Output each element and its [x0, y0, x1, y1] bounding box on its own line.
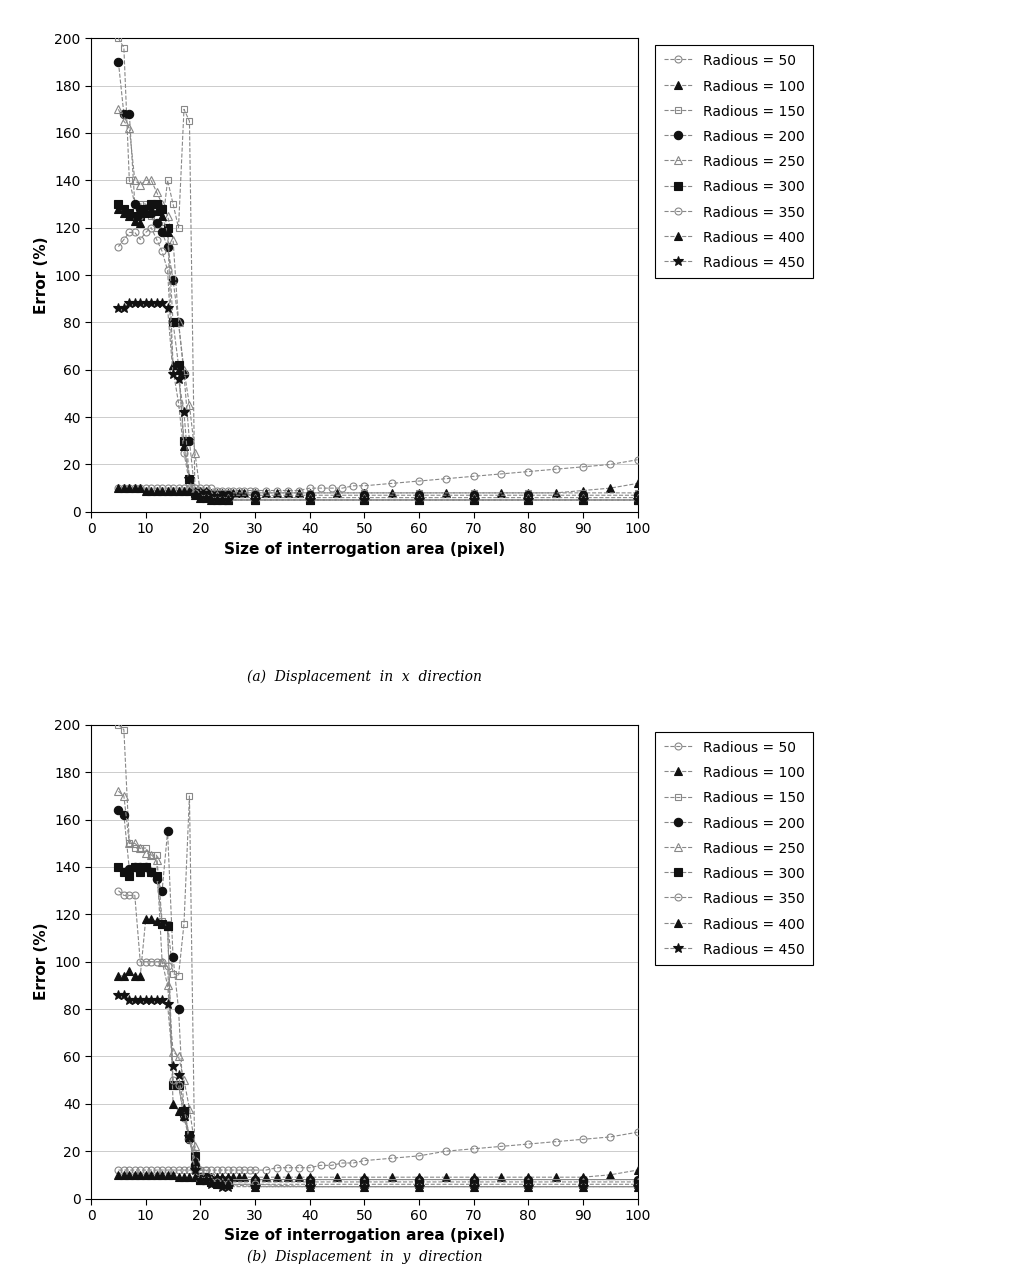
Legend: Radious = 50, Radious = 100, Radious = 150, Radious = 200, Radious = 250, Radiou: Radious = 50, Radious = 100, Radious = 1…	[655, 732, 812, 965]
Legend: Radious = 50, Radious = 100, Radious = 150, Radious = 200, Radious = 250, Radiou: Radious = 50, Radious = 100, Radious = 1…	[655, 45, 812, 278]
Text: (a)  Displacement  in  x  direction: (a) Displacement in x direction	[247, 669, 481, 683]
Y-axis label: Error (%): Error (%)	[33, 236, 49, 314]
X-axis label: Size of interrogation area (pixel): Size of interrogation area (pixel)	[223, 1229, 504, 1243]
Text: (b)  Displacement  in  y  direction: (b) Displacement in y direction	[247, 1250, 481, 1264]
Y-axis label: Error (%): Error (%)	[33, 923, 49, 1001]
X-axis label: Size of interrogation area (pixel): Size of interrogation area (pixel)	[223, 542, 504, 557]
